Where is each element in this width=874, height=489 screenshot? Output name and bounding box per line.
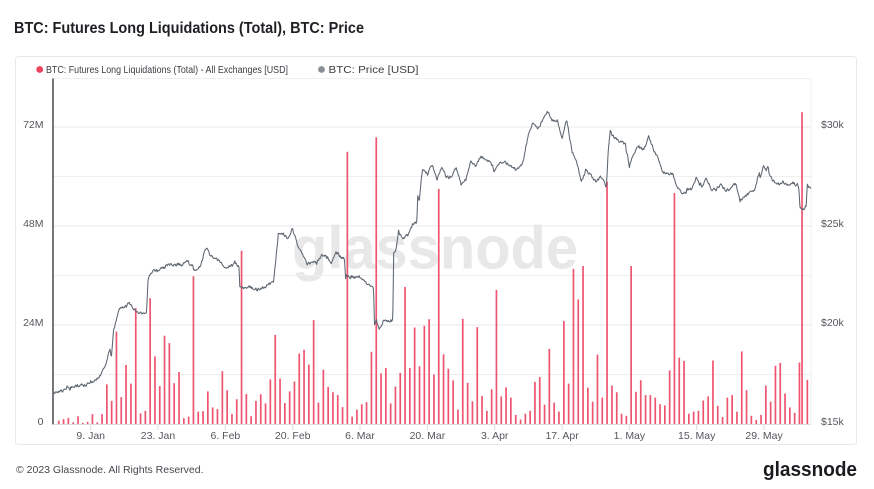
- svg-text:1. May: 1. May: [614, 430, 646, 442]
- svg-text:17. Apr: 17. Apr: [545, 430, 579, 442]
- svg-text:BTC: Futures Long Liquidations: BTC: Futures Long Liquidations (Total), …: [14, 20, 364, 37]
- svg-text:29. May: 29. May: [745, 430, 783, 442]
- svg-text:48M: 48M: [23, 218, 43, 230]
- svg-text:72M: 72M: [23, 119, 43, 131]
- svg-text:15. May: 15. May: [678, 430, 716, 442]
- svg-text:BTC: Futures Long Liquidations: BTC: Futures Long Liquidations (Total) -…: [46, 65, 288, 76]
- svg-text:glassnode: glassnode: [292, 215, 578, 282]
- svg-text:$30k: $30k: [821, 119, 845, 131]
- svg-text:3. Apr: 3. Apr: [481, 430, 509, 442]
- svg-text:20. Mar: 20. Mar: [410, 430, 446, 442]
- svg-text:0: 0: [38, 416, 44, 428]
- svg-text:$15k: $15k: [821, 416, 845, 428]
- svg-text:20. Feb: 20. Feb: [275, 430, 311, 442]
- svg-text:glassnode: glassnode: [763, 459, 857, 481]
- svg-text:24M: 24M: [23, 317, 43, 329]
- svg-text:BTC: Price [USD]: BTC: Price [USD]: [329, 65, 419, 76]
- svg-text:© 2023 Glassnode. All Rights R: © 2023 Glassnode. All Rights Reserved.: [16, 464, 204, 476]
- svg-text:$20k: $20k: [821, 317, 845, 329]
- svg-text:$25k: $25k: [821, 218, 845, 230]
- svg-text:9. Jan: 9. Jan: [76, 430, 105, 442]
- svg-text:6. Feb: 6. Feb: [211, 430, 241, 442]
- svg-text:23. Jan: 23. Jan: [141, 430, 176, 442]
- svg-text:6. Mar: 6. Mar: [345, 430, 375, 442]
